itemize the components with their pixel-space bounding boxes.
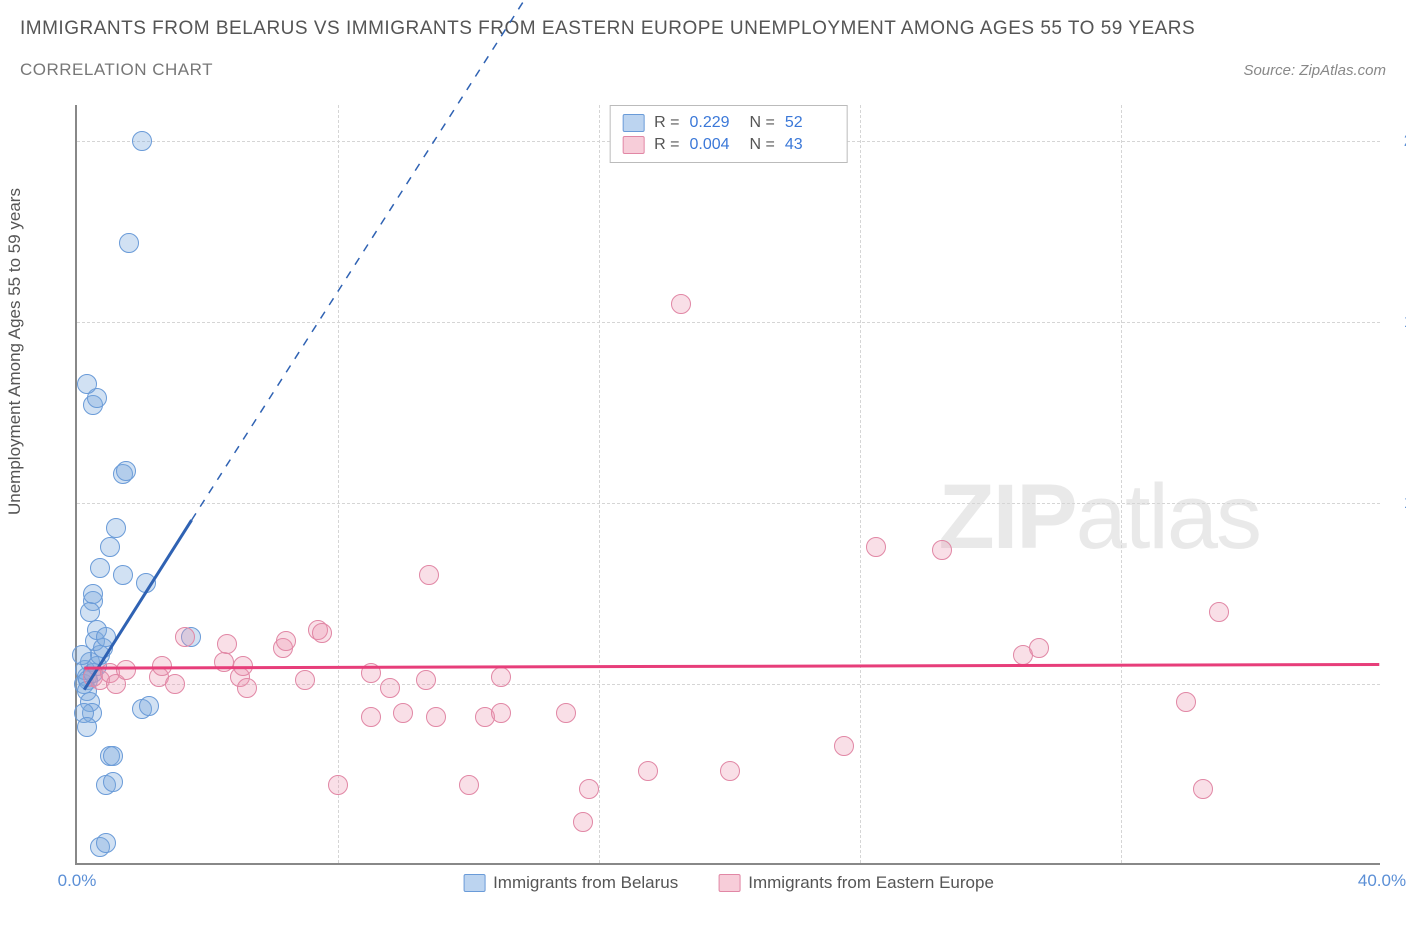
data-point bbox=[119, 233, 139, 253]
data-point bbox=[175, 627, 195, 647]
data-point bbox=[96, 833, 116, 853]
data-point bbox=[573, 812, 593, 832]
gridline-h bbox=[77, 684, 1380, 685]
y-axis-label: Unemployment Among Ages 55 to 59 years bbox=[5, 188, 25, 515]
data-point bbox=[237, 678, 257, 698]
x-tick-label: 40.0% bbox=[1358, 871, 1406, 891]
data-point bbox=[80, 602, 100, 622]
legend-series-item: Immigrants from Belarus bbox=[463, 873, 678, 893]
data-point bbox=[556, 703, 576, 723]
data-point bbox=[276, 631, 296, 651]
data-point bbox=[671, 294, 691, 314]
data-point bbox=[1176, 692, 1196, 712]
data-point bbox=[106, 518, 126, 538]
y-tick-label: 5.0% bbox=[1392, 674, 1406, 694]
data-point bbox=[426, 707, 446, 727]
data-point bbox=[1209, 602, 1229, 622]
data-point bbox=[103, 746, 123, 766]
data-point bbox=[638, 761, 658, 781]
chart-title: IMMIGRANTS FROM BELARUS VS IMMIGRANTS FR… bbox=[20, 18, 1386, 40]
data-point bbox=[152, 656, 172, 676]
x-tick-label: 0.0% bbox=[58, 871, 97, 891]
data-point bbox=[100, 537, 120, 557]
gridline-v bbox=[1121, 105, 1122, 863]
y-tick-label: 15.0% bbox=[1392, 312, 1406, 332]
data-point bbox=[116, 660, 136, 680]
data-point bbox=[361, 663, 381, 683]
legend-stats: R =0.229N =52R =0.004N =43 bbox=[609, 105, 848, 163]
source-attribution: Source: ZipAtlas.com bbox=[1243, 62, 1386, 79]
watermark: ZIPatlas bbox=[939, 465, 1260, 570]
data-point bbox=[77, 374, 97, 394]
gridline-v bbox=[860, 105, 861, 863]
data-point bbox=[834, 736, 854, 756]
gridline-v bbox=[599, 105, 600, 863]
plot-area: ZIPatlas R =0.229N =52R =0.004N =43 Immi… bbox=[75, 105, 1380, 865]
legend-series: Immigrants from Belarus Immigrants from E… bbox=[463, 873, 994, 893]
chart-container: Unemployment Among Ages 55 to 59 years Z… bbox=[20, 95, 1386, 895]
chart-subtitle: CORRELATION CHART bbox=[20, 60, 213, 80]
legend-stat-row: R =0.004N =43 bbox=[622, 134, 835, 156]
data-point bbox=[136, 573, 156, 593]
data-point bbox=[419, 565, 439, 585]
data-point bbox=[116, 461, 136, 481]
gridline-v bbox=[338, 105, 339, 863]
data-point bbox=[328, 775, 348, 795]
data-point bbox=[312, 623, 332, 643]
gridline-h bbox=[77, 322, 1380, 323]
data-point bbox=[77, 717, 97, 737]
gridline-h bbox=[77, 503, 1380, 504]
y-tick-label: 10.0% bbox=[1392, 493, 1406, 513]
data-point bbox=[491, 667, 511, 687]
data-point bbox=[459, 775, 479, 795]
data-point bbox=[96, 627, 116, 647]
data-point bbox=[113, 565, 133, 585]
data-point bbox=[103, 772, 123, 792]
data-point bbox=[139, 696, 159, 716]
data-point bbox=[491, 703, 511, 723]
data-point bbox=[1029, 638, 1049, 658]
data-point bbox=[132, 131, 152, 151]
data-point bbox=[295, 670, 315, 690]
data-point bbox=[165, 674, 185, 694]
data-point bbox=[866, 537, 886, 557]
legend-series-item: Immigrants from Eastern Europe bbox=[718, 873, 994, 893]
data-point bbox=[90, 558, 110, 578]
data-point bbox=[72, 645, 92, 665]
data-point bbox=[720, 761, 740, 781]
data-point bbox=[361, 707, 381, 727]
data-point bbox=[393, 703, 413, 723]
data-point bbox=[932, 540, 952, 560]
data-point bbox=[579, 779, 599, 799]
data-point bbox=[217, 634, 237, 654]
data-point bbox=[1193, 779, 1213, 799]
data-point bbox=[233, 656, 253, 676]
data-point bbox=[214, 652, 234, 672]
legend-stat-row: R =0.229N =52 bbox=[622, 112, 835, 134]
data-point bbox=[380, 678, 400, 698]
y-tick-label: 20.0% bbox=[1392, 131, 1406, 151]
data-point bbox=[83, 584, 103, 604]
data-point bbox=[416, 670, 436, 690]
